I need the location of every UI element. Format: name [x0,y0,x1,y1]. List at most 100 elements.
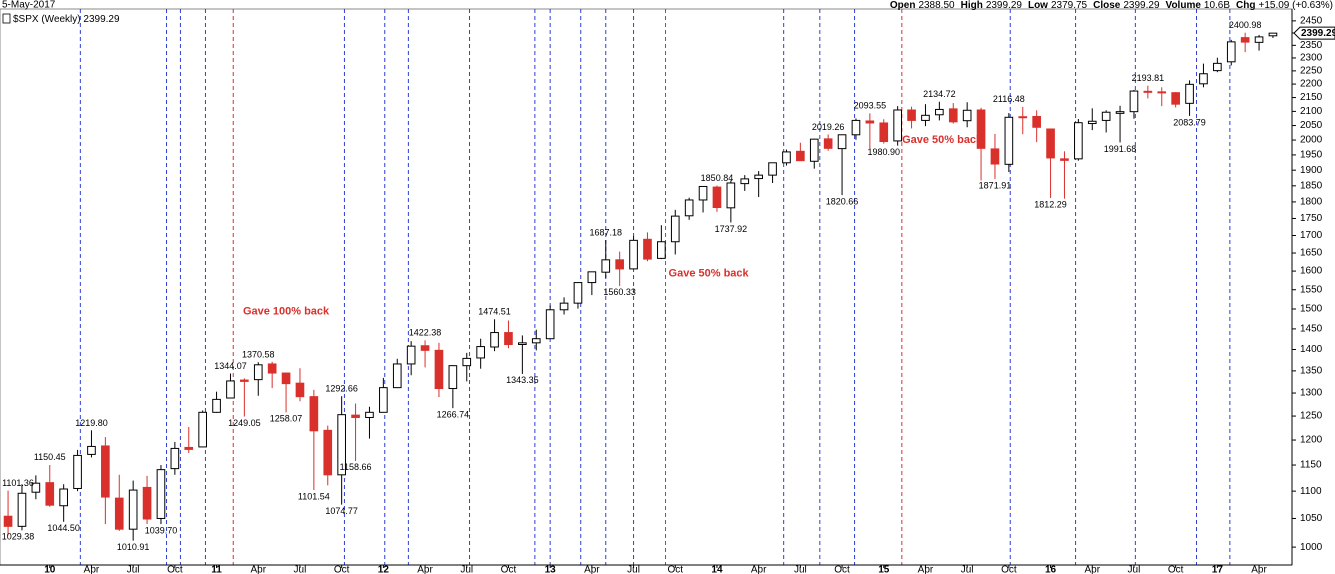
value-label: 1258.07 [270,414,303,424]
candle-body [1143,90,1153,93]
candle-body [907,109,916,121]
y-tick-label: 1250 [1300,411,1323,422]
candle-body [392,363,402,389]
value-label: 2093.55 [854,101,887,111]
value-label: 2116.48 [993,94,1025,104]
header-value: 2379.75 [1051,0,1088,11]
candle-body [796,150,805,162]
candle-body [670,215,680,243]
candle-body [1115,111,1125,114]
y-tick-label: 2300 [1300,53,1323,64]
y-tick-label: 2350 [1300,40,1323,51]
value-label: 1039.70 [145,526,178,536]
candle-body [420,345,430,351]
y-tick-label: 1700 [1300,230,1323,241]
candle-body [1087,120,1097,125]
candle-body [768,162,777,176]
candle-body [31,482,41,493]
legend: $SPX (Weekly) 2399.29 [13,14,120,25]
header-value: 2399.29 [986,0,1023,11]
candle-body [448,365,458,390]
candle-body [1268,32,1278,37]
candle-body [351,414,360,418]
candle-body [851,119,861,136]
value-label: 1343.35 [506,375,539,385]
value-label: 2019.26 [812,122,845,132]
candle-body [809,138,819,162]
candle-body [45,482,55,506]
y-tick-label: 1100 [1300,486,1322,497]
candle-body [976,109,986,149]
value-label: 1029.38 [2,531,35,541]
y-tick-label: 1750 [1300,213,1323,224]
header-key: Chg [1236,0,1255,11]
value-label: 1266.74 [437,410,470,420]
candle-body [240,379,249,382]
candle-body [629,239,638,270]
value-label: 2193.81 [1132,73,1165,83]
y-tick-label: 1800 [1300,197,1323,208]
plot-area [0,8,1293,566]
candle-body [531,338,541,344]
candle-body [740,178,750,185]
y-tick-label: 1600 [1300,266,1323,277]
candle-body [1157,91,1167,94]
candle-body [434,349,444,390]
candle-body [365,411,374,418]
value-label: 1249.05 [228,418,261,428]
y-tick-label: 1900 [1300,165,1323,176]
x-tick-label: Oct [1001,565,1017,574]
candle-body [1254,36,1264,43]
value-label: 1074.77 [325,506,358,516]
candle-body [559,302,569,311]
x-tick-label: Jul [1128,565,1141,574]
value-label: 2134.72 [923,89,956,99]
candle-body [59,488,68,507]
x-tick-label: Jul [127,565,140,574]
candle-body [587,271,597,284]
candle-body [657,241,666,259]
candle-body [726,182,736,209]
y-tick-label: 1050 [1300,513,1323,524]
y-tick-label: 1350 [1300,366,1323,377]
x-tick-label: Apr [584,565,600,574]
y-tick-label: 1850 [1300,180,1323,191]
y-tick-label: 1550 [1300,284,1323,295]
candle-body [893,109,902,142]
candle-body [309,396,319,432]
y-tick-label: 1000 [1300,542,1323,553]
candle-body [1171,92,1180,105]
candle-body [879,122,889,143]
header-key: Volume [1166,0,1202,11]
candle-body [101,445,110,498]
candle-body [1226,41,1236,63]
value-label: 1219.80 [75,418,108,428]
candle-body [87,445,96,455]
candle-body [212,398,221,413]
value-label: 1687.18 [589,227,622,237]
candle-body [990,148,1000,165]
candle-body [1240,37,1250,43]
candle-body [698,185,708,201]
candle-body [281,372,291,385]
candle-body [184,446,194,450]
value-label: 1370.58 [242,349,275,359]
y-tick-label: 1450 [1300,324,1323,335]
header-value: 2399.29 [1123,0,1160,11]
value-label: 1422.38 [409,328,442,338]
header-value: 10.6B [1204,0,1230,11]
x-tick-label: Oct [167,565,183,574]
y-tick-label: 2000 [1300,135,1323,146]
x-tick-label: Apr [84,565,100,574]
header: Open 2388.50 High 2399.29 Low 2379.75 Close 239… [890,0,1333,11]
candle-body [114,497,124,530]
candle-body [573,282,583,304]
candle-body [518,342,527,345]
y-tick-label: 2050 [1300,120,1323,131]
y-tick-label: 2450 [1300,16,1323,27]
x-tick-label: Apr [918,565,934,574]
x-tick-label: Jul [961,565,974,574]
value-label: 1560.33 [603,287,636,297]
annotation: Gave 50% back [669,268,750,280]
